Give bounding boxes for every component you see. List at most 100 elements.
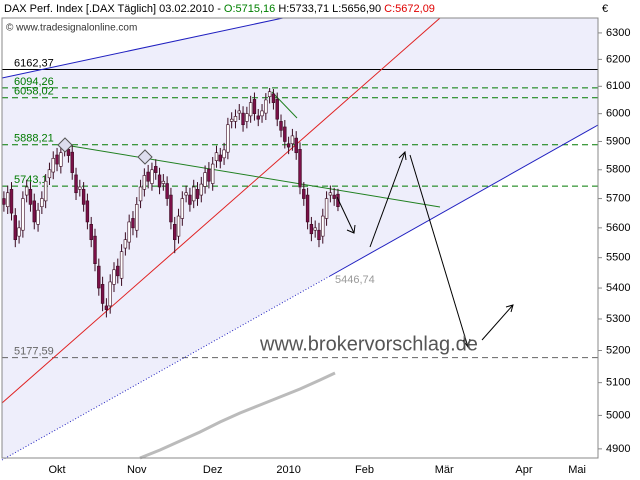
candle-body	[283, 126, 287, 142]
candle-body	[245, 113, 249, 122]
candle-body	[336, 193, 340, 207]
indicator-line	[139, 371, 336, 460]
plot-frame	[1, 17, 599, 459]
title-hl: H:5733,71 L:5656,90	[275, 3, 381, 15]
level-label: 5743,1	[14, 174, 48, 186]
candle-body	[173, 224, 177, 241]
candle-body	[192, 186, 196, 202]
trend-short	[271, 91, 298, 119]
candle-body	[286, 143, 291, 148]
candle-body	[233, 116, 238, 122]
candle-body	[290, 135, 295, 145]
candle-body	[138, 186, 143, 202]
candle-body	[154, 166, 158, 173]
candle-body	[40, 198, 44, 208]
level-label: 5177,59	[14, 346, 54, 358]
y-tick-label: 5400	[606, 282, 630, 294]
x-tick-label: 2010	[276, 464, 300, 476]
candle-body	[218, 154, 222, 162]
candle-body	[127, 221, 131, 243]
candle-body	[195, 188, 200, 199]
x-tick-label: Feb	[355, 464, 374, 476]
y-tick-label: 5500	[606, 252, 630, 264]
candle-body	[47, 169, 52, 179]
pivot-marker	[57, 137, 73, 153]
candle-body	[305, 194, 310, 223]
y-tick-label: 5200	[606, 344, 630, 356]
candle-body	[9, 188, 14, 214]
candle-body	[2, 198, 6, 205]
candle-body	[241, 112, 245, 126]
x-tick-label: Mär	[435, 464, 454, 476]
candle-body	[119, 251, 124, 279]
candle-body	[188, 194, 192, 205]
level-label: 5888,21	[14, 133, 54, 145]
candle-body	[161, 180, 166, 184]
candle-body	[32, 200, 36, 223]
y-tick-label: 5700	[606, 192, 630, 204]
x-tick-label: Mai	[568, 464, 586, 476]
y-tick-label: 5600	[606, 222, 630, 234]
y-tick-label: 5100	[606, 377, 630, 389]
candle-body	[222, 149, 226, 159]
x-tick-label: Apr	[515, 464, 532, 476]
candle-body	[248, 102, 253, 117]
candle-body	[180, 198, 185, 219]
candle-body	[108, 281, 112, 307]
watermark: www.brokervorschlag.de	[259, 333, 478, 355]
trend-green	[64, 144, 441, 208]
level-label: 6094,26	[14, 76, 54, 88]
channel-fill	[2, 18, 598, 460]
y-tick-label: 6300	[606, 27, 630, 39]
forecast-arrows	[336, 150, 514, 349]
candle-body	[97, 265, 101, 289]
candle-body	[165, 183, 169, 199]
annotation: 5446,74	[335, 274, 375, 286]
candle-body	[324, 198, 329, 219]
candle-body	[184, 192, 188, 196]
candle-body	[264, 99, 268, 114]
candle-body	[313, 227, 317, 231]
candle-body	[256, 115, 260, 120]
candle-body	[55, 154, 59, 165]
candle-body	[36, 209, 40, 225]
candle-body	[24, 186, 29, 196]
candle-body	[298, 149, 302, 188]
candle-body	[309, 224, 314, 235]
trend-red	[1, 17, 441, 404]
candle-body	[66, 149, 71, 156]
candle-body	[131, 218, 135, 229]
candle-body	[321, 215, 325, 237]
y-tick-label: 6000	[606, 108, 630, 120]
candle-body	[5, 192, 10, 208]
candle-body	[279, 121, 283, 131]
candle-body	[252, 99, 257, 114]
candle-body	[207, 168, 211, 182]
candle-body	[70, 151, 74, 173]
candles	[2, 87, 340, 318]
candle-body	[28, 188, 33, 205]
candle-body	[271, 93, 276, 103]
candle-body	[17, 227, 21, 237]
candle-body	[112, 269, 116, 285]
candle-body	[123, 239, 128, 249]
candle-body	[302, 188, 306, 199]
y-tick-label: 5300	[606, 313, 630, 325]
x-tick-label: Okt	[48, 464, 65, 476]
y-tick-label: 5900	[606, 135, 630, 147]
candle-body	[13, 215, 17, 241]
candle-body	[237, 110, 241, 114]
candle-body	[116, 265, 120, 277]
candle-body	[104, 305, 109, 310]
candle-body	[146, 171, 150, 182]
y-tick-label: 5000	[606, 409, 630, 421]
pivot-marker	[137, 149, 153, 165]
currency: €	[602, 3, 608, 15]
candle-body	[294, 137, 298, 154]
candle-body	[81, 188, 86, 205]
candle-body	[332, 194, 336, 199]
candle-body	[275, 99, 279, 120]
y-tick-label: 4900	[606, 443, 630, 455]
